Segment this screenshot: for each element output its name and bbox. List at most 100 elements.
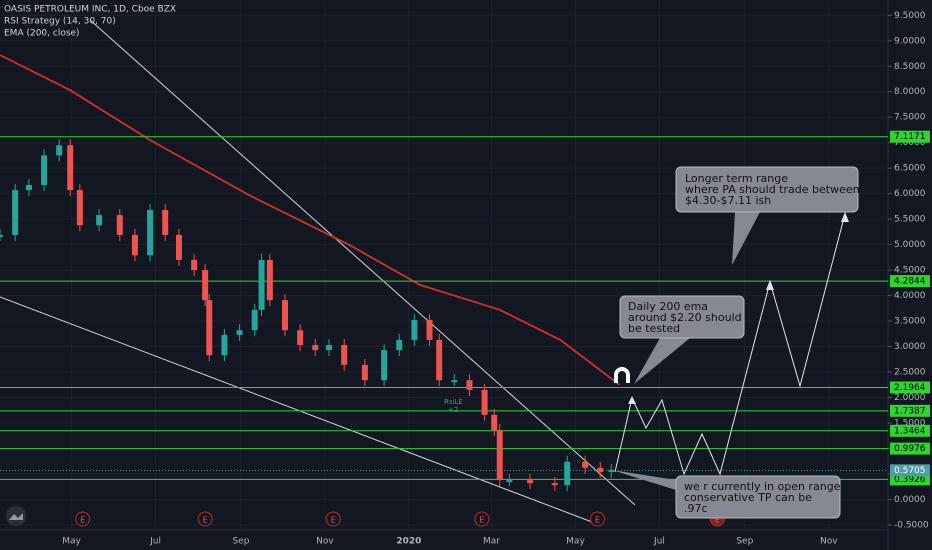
y-tick-label: 1.5000 — [894, 418, 926, 428]
annotation-box — [675, 475, 841, 519]
candle-body — [202, 270, 209, 301]
y-tick-label: 7.5000 — [894, 113, 926, 123]
candle-body — [251, 309, 258, 331]
candle-body — [381, 350, 388, 381]
earnings-label: E — [331, 516, 336, 525]
earnings-label: E — [479, 516, 484, 525]
earnings-marker — [75, 511, 91, 527]
candle-body — [41, 155, 48, 185]
callout-pointer — [612, 470, 676, 490]
candle-body — [466, 380, 473, 390]
earnings-marker — [197, 511, 213, 527]
level-label: 0.9976 — [894, 444, 926, 454]
annotation: we r currently in open range conservativ… — [612, 470, 841, 519]
level-label: 2.1964 — [894, 383, 926, 393]
x-tick-label: Sep — [736, 537, 753, 547]
y-tick-label: -0.5000 — [894, 520, 929, 530]
y-tick-label: 5.0000 — [894, 240, 926, 250]
annotation-text: Daily 200 ema — [628, 300, 708, 313]
candle-body — [67, 145, 74, 191]
y-tick-label: 3.0000 — [894, 342, 926, 352]
candle-body — [551, 483, 558, 486]
x-tick-label: Nov — [316, 537, 334, 547]
candle-body — [76, 190, 83, 226]
ema-line — [0, 54, 621, 386]
earnings-marker — [590, 511, 606, 527]
candle-body — [12, 190, 19, 235]
candle-body — [608, 469, 615, 472]
candle-body — [506, 480, 513, 483]
candle-body — [175, 234, 182, 260]
earnings-marker — [474, 511, 490, 527]
y-tick-label: 4.5000 — [894, 266, 926, 276]
y-tick-label: 6.5000 — [894, 164, 926, 174]
level-label-bg — [890, 424, 930, 437]
y-tick-label: 0.0000 — [894, 495, 926, 505]
trend-line — [89, 19, 636, 506]
current-price-label: 0.5705 — [894, 466, 926, 476]
candle-body — [496, 430, 503, 481]
annotation-text: we r currently in open range — [684, 480, 841, 493]
symbol-title: OASIS PETROLEUM INC, 1D, Cboe BZX — [4, 5, 176, 15]
x-tick-label: May — [62, 537, 81, 547]
level-label-bg — [890, 473, 930, 486]
projection-path — [614, 213, 846, 476]
level-label-bg — [890, 442, 930, 455]
level-label-bg — [890, 130, 930, 143]
candle-body — [361, 364, 368, 381]
y-tick-label: 5.5000 — [894, 215, 926, 225]
level-label: 0.3926 — [894, 475, 926, 485]
annotation: Daily 200 ema around $2.20 should be tes… — [619, 295, 745, 384]
candle-body — [266, 259, 273, 301]
y-tick-label: 8.0000 — [894, 87, 926, 97]
annotation-text: conservative TP can be — [684, 491, 812, 504]
candle-body — [582, 461, 589, 468]
current-price-bg — [890, 464, 930, 477]
indicator-label: RSI Strategy (14, 30, 70) — [4, 17, 116, 27]
annotation-text: Longer term range — [685, 172, 788, 185]
level-label: 7.1171 — [894, 132, 926, 142]
candle-body — [147, 209, 154, 256]
earnings-label: E — [80, 516, 85, 525]
magnet-icon — [614, 367, 630, 383]
candle-body — [25, 184, 32, 191]
y-tick-label: 2.5000 — [894, 368, 926, 378]
annotation: Longer term range where PA should trade … — [675, 166, 860, 265]
candle-body — [258, 259, 265, 310]
candle-body — [0, 234, 3, 237]
candle-body — [191, 259, 198, 271]
y-tick-label: 9.0000 — [894, 36, 926, 46]
earnings-label: E — [203, 516, 208, 525]
x-tick-label: 2020 — [396, 537, 421, 547]
annotation-text: where PA should trade between — [685, 183, 860, 196]
level-label-bg — [890, 275, 930, 288]
candle-body — [236, 330, 243, 335]
candle-body — [341, 345, 348, 365]
annotation-box — [619, 295, 745, 339]
candle-body — [131, 234, 138, 256]
annotation-box — [675, 166, 859, 213]
candle-body — [96, 215, 103, 226]
callout-pointer — [634, 338, 690, 384]
y-tick-label: 6.0000 — [894, 189, 926, 199]
y-tick-label: 3.5000 — [894, 317, 926, 327]
candle-body — [426, 320, 433, 340]
y-tick-label: 7.0000 — [894, 138, 926, 148]
candle-body — [221, 334, 228, 356]
candle-body — [411, 320, 418, 340]
signal-label: RsiLE — [444, 398, 463, 406]
arrowhead — [841, 212, 849, 222]
callout-pointer — [732, 212, 760, 265]
annotation-text: around $2.20 should — [628, 311, 742, 324]
x-tick-label: Sep — [232, 537, 249, 547]
annotation-text: be tested — [628, 322, 680, 335]
candle-body — [326, 345, 333, 351]
candle-body — [396, 339, 403, 351]
level-label: 1.3464 — [894, 426, 926, 436]
x-tick-label: Mar — [483, 537, 500, 547]
candle-body — [491, 414, 498, 431]
level-label-bg — [890, 381, 930, 394]
